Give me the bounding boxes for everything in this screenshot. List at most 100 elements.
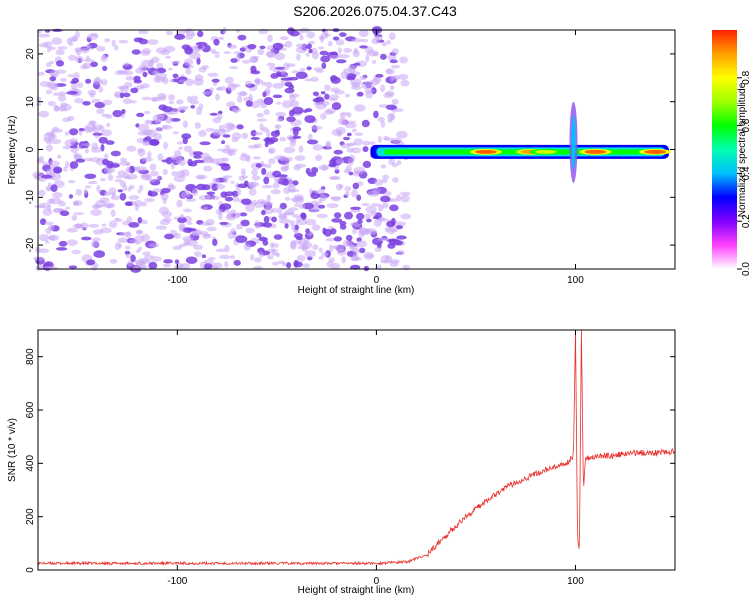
noise-blob bbox=[48, 235, 56, 241]
noise-blob bbox=[394, 221, 406, 227]
noise-blob bbox=[47, 204, 52, 212]
noise-blob bbox=[305, 52, 310, 57]
noise-blob bbox=[201, 184, 211, 191]
noise-blob bbox=[317, 165, 330, 171]
noise-blob bbox=[32, 256, 45, 261]
noise-blob bbox=[245, 100, 253, 107]
noise-blob bbox=[158, 104, 168, 111]
noise-blob bbox=[296, 53, 301, 61]
noise-blob bbox=[359, 227, 369, 235]
noise-blob bbox=[159, 219, 171, 225]
noise-blob bbox=[306, 66, 312, 71]
noise-blob bbox=[66, 38, 73, 44]
spectrogram-ytick-label: -10 bbox=[25, 190, 36, 205]
noise-blob bbox=[382, 174, 389, 180]
noise-blob bbox=[185, 78, 194, 86]
noise-blob bbox=[105, 140, 115, 145]
noise-blob bbox=[290, 100, 300, 108]
noise-blob bbox=[337, 54, 350, 59]
noise-blob bbox=[304, 115, 316, 124]
noise-blob bbox=[60, 77, 67, 82]
noise-blob bbox=[304, 250, 317, 258]
noise-blob bbox=[349, 209, 361, 213]
noise-blob bbox=[279, 202, 287, 210]
noise-blob bbox=[168, 94, 176, 101]
carrier-peak bbox=[474, 149, 497, 154]
noise-blob bbox=[82, 101, 91, 106]
noise-blob bbox=[272, 94, 283, 99]
noise-blob bbox=[328, 54, 340, 60]
noise-blob bbox=[44, 221, 54, 225]
noise-blob bbox=[351, 189, 358, 198]
noise-blob bbox=[335, 59, 347, 64]
noise-blob bbox=[84, 148, 89, 154]
noise-blob bbox=[49, 46, 56, 51]
noise-blob bbox=[286, 116, 296, 123]
noise-blob bbox=[326, 260, 334, 268]
noise-blob bbox=[182, 236, 194, 242]
noise-blob bbox=[313, 67, 323, 72]
noise-blob bbox=[98, 136, 108, 144]
carrier-peak bbox=[584, 149, 607, 154]
noise-blob bbox=[266, 62, 276, 67]
noise-blob bbox=[280, 69, 287, 75]
noise-blob bbox=[57, 46, 68, 50]
noise-blob bbox=[38, 189, 46, 197]
noise-blob bbox=[315, 154, 323, 161]
noise-blob bbox=[391, 48, 399, 55]
noise-blob bbox=[148, 243, 160, 248]
noise-blob bbox=[144, 197, 155, 203]
noise-blob bbox=[162, 197, 167, 205]
noise-blob bbox=[69, 128, 79, 136]
noise-blob bbox=[160, 192, 169, 201]
noise-blob bbox=[127, 186, 132, 192]
noise-blob bbox=[293, 259, 299, 268]
noise-blob bbox=[203, 259, 214, 265]
noise-blob bbox=[233, 259, 241, 266]
noise-blob bbox=[174, 150, 182, 158]
noise-blob bbox=[65, 160, 70, 168]
noise-blob bbox=[46, 62, 52, 68]
noise-blob bbox=[147, 151, 152, 160]
noise-blob bbox=[353, 138, 363, 146]
noise-blob bbox=[109, 258, 118, 264]
noise-blob bbox=[353, 47, 358, 55]
noise-blob bbox=[189, 100, 200, 105]
noise-blob bbox=[359, 75, 367, 81]
noise-blob bbox=[380, 84, 385, 93]
noise-blob bbox=[212, 129, 221, 136]
noise-blob bbox=[340, 143, 351, 149]
noise-blob bbox=[323, 110, 334, 115]
noise-blob bbox=[312, 144, 323, 151]
noise-blob bbox=[84, 173, 97, 179]
noise-blob bbox=[100, 79, 108, 86]
noise-blob bbox=[264, 142, 269, 148]
noise-blob bbox=[123, 173, 130, 178]
noise-blob bbox=[400, 79, 410, 87]
noise-blob bbox=[41, 174, 53, 179]
noise-blob bbox=[321, 62, 327, 69]
noise-blob bbox=[253, 201, 265, 208]
noise-blob bbox=[272, 170, 282, 178]
noise-blob bbox=[213, 38, 220, 46]
noise-blob bbox=[380, 255, 393, 263]
noise-blob bbox=[292, 135, 302, 139]
noise-blob bbox=[400, 194, 410, 203]
noise-blob bbox=[381, 41, 387, 47]
noise-blob bbox=[317, 188, 325, 195]
noise-blob bbox=[205, 127, 215, 132]
noise-blob bbox=[350, 206, 362, 210]
noise-blob bbox=[198, 129, 207, 137]
noise-blob bbox=[359, 45, 368, 49]
noise-blob bbox=[63, 166, 68, 172]
noise-blob bbox=[335, 39, 345, 46]
noise-blob bbox=[65, 206, 71, 210]
noise-blob bbox=[118, 39, 129, 44]
noise-blob bbox=[210, 195, 220, 201]
noise-blob bbox=[219, 203, 232, 210]
snr-panel: -100 0 100 0 200 400 600 800 Height of straight… bbox=[7, 329, 676, 596]
noise-blob bbox=[206, 226, 217, 232]
noise-blob bbox=[50, 83, 59, 91]
noise-blob bbox=[165, 157, 173, 165]
noise-blob bbox=[375, 73, 384, 78]
